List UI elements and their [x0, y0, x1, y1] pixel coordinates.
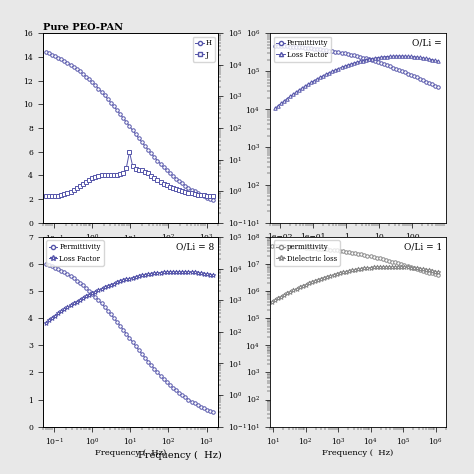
Text: O/Li = 8: O/Li = 8	[176, 243, 215, 252]
Legend: Permittivity, Loss Factor: Permittivity, Loss Factor	[273, 36, 331, 62]
Legend: H, J: H, J	[192, 36, 215, 62]
Text: Frequency (  Hz): Frequency ( Hz)	[138, 451, 222, 460]
Text: O/Li = 1: O/Li = 1	[404, 243, 442, 252]
X-axis label: Frequency (  Hz): Frequency ( Hz)	[322, 449, 393, 457]
Legend: Permittivity, Loss Factor: Permittivity, Loss Factor	[46, 240, 104, 265]
Text: Pure PEO-PAN: Pure PEO-PAN	[43, 23, 123, 32]
Legend: permittivity, Dielectric loss: permittivity, Dielectric loss	[273, 240, 340, 265]
Text: O/Li =: O/Li =	[412, 39, 442, 48]
X-axis label: Frequency (  Hz): Frequency ( Hz)	[95, 449, 166, 457]
